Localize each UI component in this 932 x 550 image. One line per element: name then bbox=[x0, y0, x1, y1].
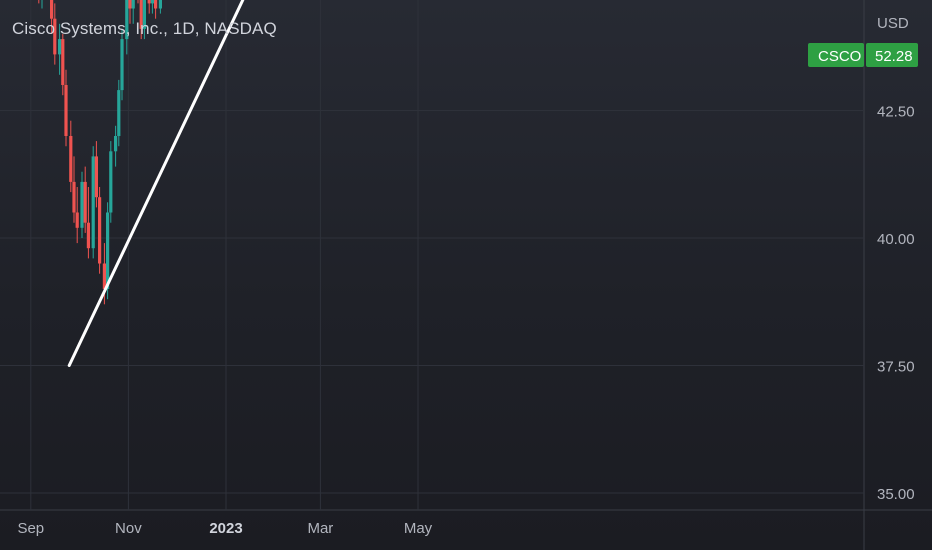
candle bbox=[64, 69, 68, 147]
candle-body bbox=[114, 136, 118, 152]
x-tick-label: May bbox=[404, 520, 433, 537]
candle bbox=[80, 171, 84, 238]
candle bbox=[41, 0, 43, 9]
candle-body bbox=[131, 0, 135, 9]
candles bbox=[38, 0, 162, 305]
x-tick-label: 2023 bbox=[209, 520, 242, 537]
candle-body bbox=[125, 0, 129, 40]
candle bbox=[139, 0, 143, 40]
symbol-badge-label: CSCO bbox=[818, 48, 861, 65]
candle bbox=[128, 0, 132, 24]
candle bbox=[83, 166, 87, 233]
candle-body bbox=[117, 90, 121, 136]
candle bbox=[86, 187, 90, 259]
candle-body bbox=[50, 0, 54, 19]
y-tick-label: 37.50 bbox=[877, 359, 915, 376]
candle bbox=[125, 0, 129, 55]
candle-body bbox=[69, 136, 73, 182]
candle-body bbox=[58, 39, 62, 55]
candle bbox=[137, 0, 139, 4]
candle-body bbox=[158, 0, 162, 9]
candle bbox=[53, 3, 57, 65]
candle bbox=[98, 187, 102, 274]
y-tick-label: 42.50 bbox=[877, 104, 915, 121]
currency-label: USD bbox=[877, 15, 909, 32]
last-price-tag: CSCO 52.28 bbox=[808, 43, 918, 67]
candle bbox=[38, 0, 40, 4]
price-badge-label: 52.28 bbox=[875, 48, 913, 65]
candle bbox=[50, 0, 54, 34]
candle-body bbox=[64, 85, 68, 136]
candle bbox=[142, 0, 146, 40]
x-tick-label: Nov bbox=[115, 520, 142, 537]
symbol-badge bbox=[808, 43, 864, 67]
candle-body bbox=[80, 181, 84, 228]
candle bbox=[61, 34, 65, 96]
candle bbox=[150, 0, 154, 14]
candle-body bbox=[53, 18, 57, 55]
x-axis: Sep Nov 2023 Mar May bbox=[17, 520, 432, 537]
candle bbox=[158, 0, 162, 14]
x-tick-label: Mar bbox=[307, 520, 333, 537]
candle-body bbox=[120, 39, 124, 91]
drawings bbox=[67, 0, 245, 367]
candle-body bbox=[147, 0, 151, 4]
candle bbox=[117, 79, 121, 147]
candle-body bbox=[154, 0, 158, 9]
candle-body bbox=[128, 0, 132, 9]
price-badge bbox=[866, 43, 918, 67]
candle-body bbox=[83, 181, 87, 223]
candle-body bbox=[106, 212, 110, 289]
candle bbox=[120, 28, 124, 101]
x-tick-label: Sep bbox=[17, 520, 44, 537]
candle bbox=[72, 156, 76, 223]
candle-body bbox=[75, 212, 79, 228]
candle-body bbox=[91, 156, 95, 249]
candle bbox=[114, 125, 118, 167]
candle-body bbox=[72, 181, 76, 213]
candle-body bbox=[94, 156, 98, 198]
candle bbox=[75, 187, 79, 244]
lower-trendline bbox=[67, 0, 245, 367]
chart-title: Cisco Systems, Inc., 1D, NASDAQ bbox=[12, 19, 277, 38]
candle bbox=[58, 23, 62, 75]
y-tick-label: 35.00 bbox=[877, 486, 915, 503]
candle bbox=[94, 141, 98, 208]
candle bbox=[109, 141, 113, 223]
y-tick-label: 40.00 bbox=[877, 231, 915, 248]
candle bbox=[91, 146, 95, 259]
candle-body bbox=[142, 0, 146, 29]
candle bbox=[154, 0, 158, 19]
candle bbox=[147, 0, 151, 14]
candle-body bbox=[61, 39, 65, 85]
candle bbox=[69, 120, 73, 193]
candle-body bbox=[102, 263, 106, 289]
candle-body bbox=[150, 0, 154, 4]
candle bbox=[131, 0, 135, 24]
candle-body bbox=[98, 197, 102, 264]
candle-body bbox=[139, 0, 143, 29]
candle-body bbox=[86, 222, 90, 249]
candle-body bbox=[109, 151, 113, 213]
